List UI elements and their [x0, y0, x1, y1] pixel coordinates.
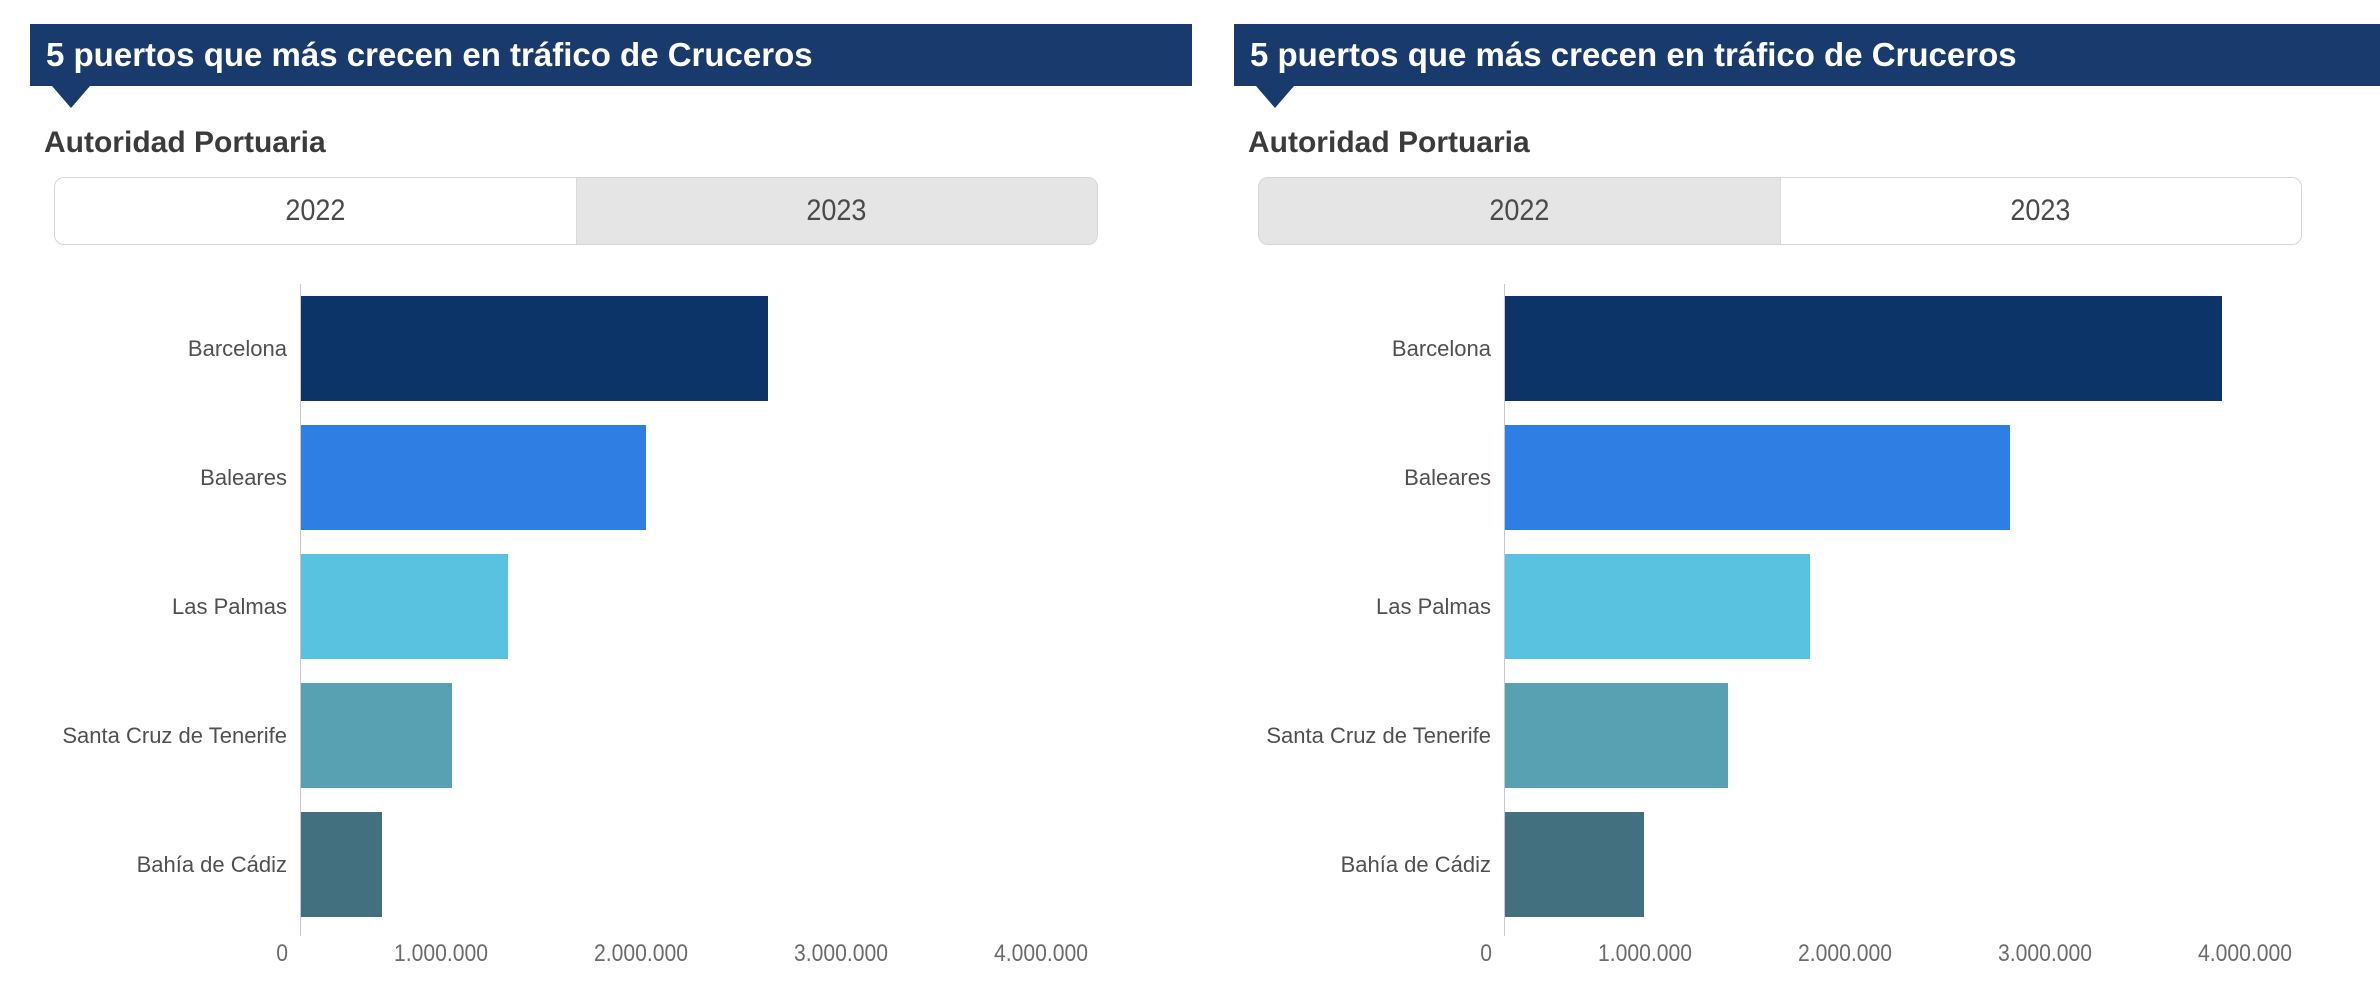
bar-row: Bahía de Cádiz — [30, 800, 1130, 929]
category-label-baleares: Baleares — [200, 464, 287, 490]
bar-rows: Barcelona Baleares Las Palmas Santa Cruz de… — [30, 284, 1130, 929]
x-axis-tick-label: 2.000.000 — [594, 940, 688, 967]
bar-track — [300, 554, 1130, 659]
tab-2023[interactable]: 2023 — [575, 178, 1097, 244]
bar-row: Bahía de Cádiz — [1234, 800, 2334, 929]
bar-santa-cruz-de-tenerife[interactable] — [1504, 683, 1728, 788]
tab-label: 2022 — [1489, 194, 1550, 227]
year-tab-strip: 2022 2023 — [54, 177, 1098, 245]
x-axis-tick-label: 3.000.000 — [794, 940, 888, 967]
bar-track — [300, 683, 1130, 788]
bar-rows: Barcelona Baleares Las Palmas Santa Cruz de… — [1234, 284, 2334, 929]
bar-track — [300, 425, 1130, 530]
x-axis-tick-label: 1.000.000 — [1598, 940, 1692, 967]
chart-panel-2022: 5 puertos que más crecen en tráfico de C… — [30, 0, 1192, 1000]
banner-pointer-triangle — [52, 86, 90, 108]
bar-track — [1504, 554, 2334, 659]
tab-2022[interactable]: 2022 — [1259, 178, 1780, 244]
x-axis-tick-label: 2.000.000 — [1798, 940, 1892, 967]
bar-bahia-de-cadiz[interactable] — [300, 812, 382, 917]
bar-bahia-de-cadiz[interactable] — [1504, 812, 1644, 917]
bar-chart-plot: Barcelona Baleares Las Palmas Santa Cruz de… — [30, 284, 1130, 936]
bar-baleares[interactable] — [1504, 425, 2010, 530]
category-label-santa-cruz-de-tenerife: Santa Cruz de Tenerife — [62, 722, 287, 748]
bar-track — [1504, 683, 2334, 788]
bar-track — [300, 296, 1130, 401]
bar-chart-plot: Barcelona Baleares Las Palmas Santa Cruz de… — [1234, 284, 2334, 936]
bar-row: Barcelona — [1234, 284, 2334, 413]
chart-title-banner: 5 puertos que más crecen en tráfico de C… — [30, 24, 1192, 86]
bar-las-palmas[interactable] — [300, 554, 508, 659]
category-label-barcelona: Barcelona — [187, 335, 287, 361]
autoridad-portuaria-label: Autoridad Portuaria — [44, 126, 326, 159]
tab-label: 2022 — [285, 194, 346, 227]
x-axis-tick-label: 0 — [1480, 940, 1492, 967]
bar-row: Baleares — [30, 413, 1130, 542]
x-axis-tick-label: 1.000.000 — [394, 940, 488, 967]
tab-2022[interactable]: 2022 — [55, 178, 576, 244]
category-label-barcelona: Barcelona — [1391, 335, 1491, 361]
bar-row: Baleares — [1234, 413, 2334, 542]
banner-pointer-triangle — [1256, 86, 1294, 108]
bar-baleares[interactable] — [300, 425, 646, 530]
y-axis-line — [1504, 284, 1505, 936]
bar-track — [300, 812, 1130, 917]
bar-row: Santa Cruz de Tenerife — [1234, 671, 2334, 800]
bar-row: Santa Cruz de Tenerife — [30, 671, 1130, 800]
x-axis-tick-label: 4.000.000 — [994, 940, 1088, 967]
category-label-las-palmas: Las Palmas — [172, 593, 287, 619]
x-axis: 0 1.000.000 2.000.000 3.000.000 4.000.000 — [276, 940, 1130, 972]
bar-row: Las Palmas — [30, 542, 1130, 671]
year-tab-strip: 2022 2023 — [1258, 177, 2302, 245]
chart-panel-2023: 5 puertos que más crecen en tráfico de C… — [1234, 0, 2380, 1000]
bar-santa-cruz-de-tenerife[interactable] — [300, 683, 452, 788]
bar-track — [1504, 425, 2334, 530]
category-label-bahia-de-cadiz: Bahía de Cádiz — [1340, 851, 1491, 877]
x-axis: 0 1.000.000 2.000.000 3.000.000 4.000.000 — [1480, 940, 2334, 972]
category-label-bahia-de-cadiz: Bahía de Cádiz — [136, 851, 287, 877]
chart-title-banner: 5 puertos que más crecen en tráfico de C… — [1234, 24, 2380, 86]
bar-row: Barcelona — [30, 284, 1130, 413]
tab-2023[interactable]: 2023 — [1779, 178, 2301, 244]
category-label-baleares: Baleares — [1404, 464, 1491, 490]
category-label-las-palmas: Las Palmas — [1376, 593, 1491, 619]
y-axis-line — [300, 284, 301, 936]
bar-track — [1504, 812, 2334, 917]
x-axis-tick-label: 4.000.000 — [2198, 940, 2292, 967]
bar-barcelona[interactable] — [1504, 296, 2222, 401]
autoridad-portuaria-label: Autoridad Portuaria — [1248, 126, 1530, 159]
bar-track — [1504, 296, 2334, 401]
chart-title: 5 puertos que más crecen en tráfico de C… — [46, 36, 813, 73]
tab-label: 2023 — [2010, 194, 2071, 227]
x-axis-tick-label: 0 — [276, 940, 288, 967]
category-label-santa-cruz-de-tenerife: Santa Cruz de Tenerife — [1266, 722, 1491, 748]
chart-title: 5 puertos que más crecen en tráfico de C… — [1250, 36, 2017, 73]
x-axis-tick-label: 3.000.000 — [1998, 940, 2092, 967]
tab-label: 2023 — [806, 194, 867, 227]
bar-barcelona[interactable] — [300, 296, 768, 401]
bar-row: Las Palmas — [1234, 542, 2334, 671]
bar-las-palmas[interactable] — [1504, 554, 1810, 659]
